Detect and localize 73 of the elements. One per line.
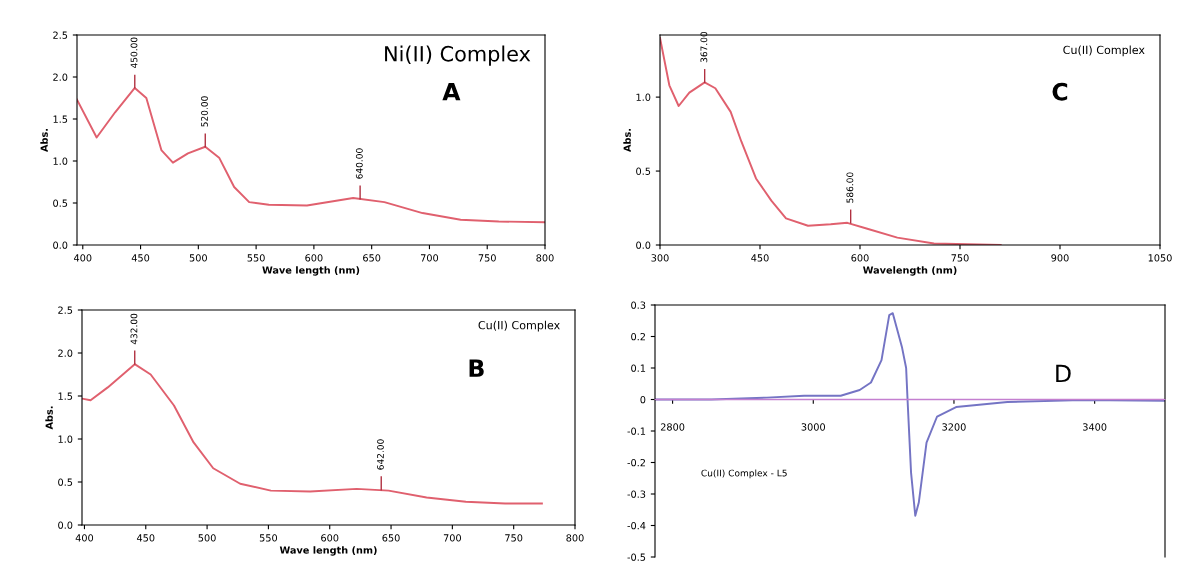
y-axis-title: Abs. [623, 129, 631, 152]
x-tick-label: 700 [443, 534, 461, 542]
y-tick-label: 0 [640, 395, 646, 404]
annotation: 586.00 [846, 172, 854, 203]
chart-title: Ni(II) Complex [385, 45, 531, 66]
x-tick-label: 2800 [660, 423, 685, 431]
x-tick-label: 600 [321, 534, 339, 542]
annotation: A [442, 83, 461, 101]
annotation: 367.00 [700, 31, 708, 63]
x-tick-label: 500 [198, 534, 216, 542]
x-tick-label: 600 [305, 254, 323, 262]
y-tick-label: -0.3 [627, 490, 646, 498]
x-tick-label: 800 [566, 534, 584, 542]
x-tick-label: 750 [951, 254, 969, 262]
y-tick-label: -0.1 [627, 427, 646, 435]
x-tick-label: 750 [478, 254, 496, 262]
y-tick-label: 2.5 [53, 31, 68, 39]
annotation: D [1056, 364, 1071, 383]
x-tick-label: 900 [1051, 254, 1069, 262]
x-tick-label: 450 [131, 254, 150, 262]
x-tick-label: 500 [189, 254, 207, 262]
x-tick-label: 600 [851, 254, 869, 262]
annotation: C [1052, 82, 1068, 101]
x-axis-title: Wave length (nm) [262, 266, 360, 276]
x-tick-label: 550 [259, 534, 278, 542]
annotation: B [469, 359, 484, 377]
y-tick-label: 0.0 [53, 241, 68, 249]
x-tick-label: 300 [651, 254, 669, 262]
annotation: Cu(II) Complex - L5 [701, 469, 787, 479]
y-tick-label: 1.5 [53, 115, 68, 123]
x-tick-label: 750 [505, 534, 523, 542]
y-tick-label: 1.0 [53, 157, 68, 165]
y-tick-label: 2.0 [53, 73, 68, 81]
y-tick-label: 0.0 [58, 521, 73, 529]
text: Cu(II) Complex [1063, 45, 1145, 57]
annotation: 432.00 [130, 313, 138, 345]
x-tick-label: 700 [420, 254, 439, 262]
x-tick-label: 3000 [801, 423, 825, 431]
y-tick-label: -0.2 [627, 458, 645, 467]
y-tick-label: 0.5 [58, 478, 73, 486]
y-tick-label: 1.0 [636, 93, 651, 101]
y-tick-label: 0.3 [631, 301, 646, 309]
y-tick-label: 0.0 [636, 241, 651, 249]
x-tick-label: 800 [536, 254, 554, 262]
x-tick-label: 3200 [942, 423, 966, 431]
y-tick-label: 2.0 [58, 349, 73, 357]
y-tick-label: 2.5 [58, 306, 73, 314]
y-tick-label: 1.5 [58, 392, 73, 400]
x-tick-label: 650 [382, 534, 400, 542]
y-tick-label: 0.2 [631, 332, 645, 341]
x-tick-label: 450 [751, 254, 769, 262]
annotation: 520.00 [201, 96, 208, 127]
y-tick-label: 1.0 [58, 435, 73, 443]
x-tick-label: 1050 [1148, 254, 1172, 262]
x-tick-label: 400 [75, 534, 94, 542]
y-axis-title: Abs. [45, 406, 53, 430]
y-tick-label: 0.5 [53, 199, 68, 207]
annotation: 450.00 [130, 37, 138, 69]
y-tick-label: -0.5 [627, 553, 646, 561]
x-tick-label: 650 [363, 254, 381, 262]
x-tick-label: 550 [247, 254, 265, 262]
x-tick-label: 3400 [1083, 423, 1107, 431]
x-tick-label: 450 [136, 534, 155, 542]
annotation: 642.00 [377, 439, 384, 470]
x-axis-title: Wavelength (nm) [863, 266, 957, 276]
x-tick-label: 400 [73, 254, 92, 262]
y-tick-label: 0.1 [631, 364, 646, 372]
y-tick-label: -0.4 [627, 521, 646, 530]
x-axis-title: Wave length (nm) [279, 546, 377, 556]
y-axis-title: Abs. [40, 129, 48, 152]
y-tick-label: 0.5 [636, 167, 651, 175]
text: Cu(II) Complex [478, 320, 560, 332]
annotation: 640.00 [355, 148, 363, 179]
